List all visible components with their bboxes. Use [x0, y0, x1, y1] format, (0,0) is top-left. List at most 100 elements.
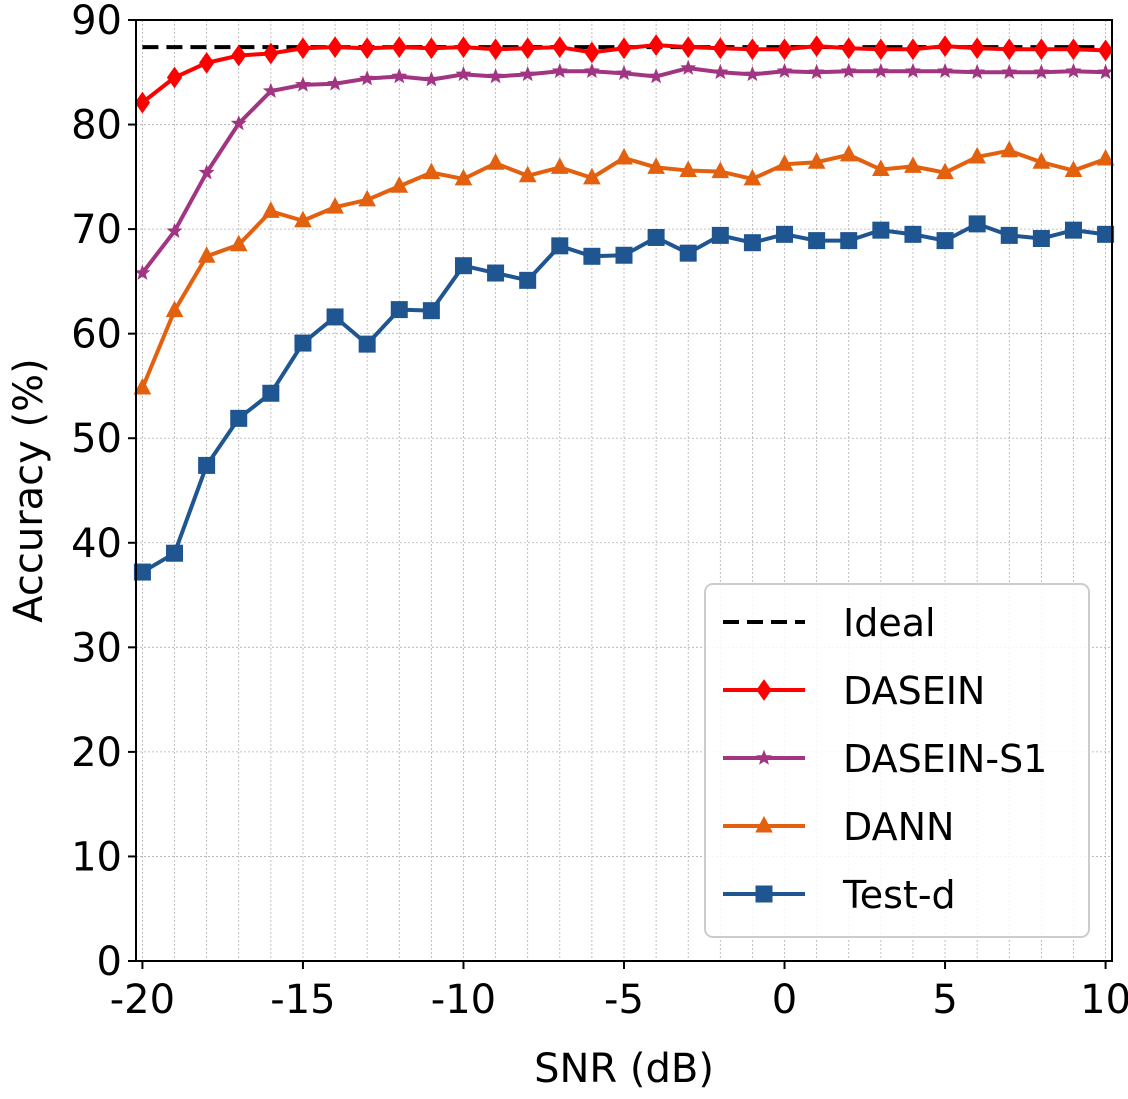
data-point-dasein-s1 [487, 68, 504, 84]
data-point-dann [743, 168, 762, 186]
y-tick-label: 60 [71, 312, 122, 358]
data-point-dasein [616, 37, 632, 60]
data-point-test-d [615, 246, 633, 264]
data-point-test-d [840, 232, 858, 250]
x-axis-title: SNR (dB) [534, 1046, 714, 1092]
data-point-dasein [1097, 39, 1114, 62]
data-point-dann [775, 154, 794, 171]
data-point-test-d [872, 221, 890, 239]
legend-marker-dasein-s1 [756, 749, 772, 765]
data-point-dasein-s1 [840, 62, 857, 79]
data-point-dasein-s1 [969, 63, 986, 80]
data-point-dasein [520, 37, 536, 60]
y-tick-label: 70 [71, 207, 122, 253]
data-point-dasein-s1 [872, 62, 889, 79]
data-point-dasein [359, 37, 375, 60]
data-point-test-d [519, 271, 537, 289]
legend-marker-dann [755, 815, 773, 833]
data-point-dasein-s1 [359, 70, 376, 86]
data-point-dann [936, 162, 954, 180]
data-point-dasein-s1 [680, 59, 697, 75]
data-point-dasein-s1 [423, 71, 440, 87]
legend-label-dasein-s1: DASEIN-S1 [843, 737, 1047, 781]
data-point-dasein [744, 38, 761, 61]
data-point-test-d [454, 257, 472, 275]
data-point-dann [358, 189, 376, 207]
data-point-dasein-s1 [937, 62, 954, 79]
data-point-dann [390, 176, 409, 193]
data-point-dasein-s1 [294, 76, 311, 92]
data-point-test-d [647, 228, 665, 246]
data-point-dasein-s1 [1097, 63, 1114, 80]
data-point-test-d [487, 264, 505, 282]
series-line-dasein-s1 [140, 66, 1106, 275]
legend-label-test-d: Test-d [842, 873, 956, 917]
legend-marker-dasein [756, 679, 772, 701]
data-point-test-d [711, 226, 729, 244]
data-point-test-d [776, 225, 794, 243]
x-tick-label: -5 [604, 977, 644, 1023]
data-point-dasein [680, 36, 696, 59]
data-point-dasein [552, 36, 568, 59]
data-point-dasein [648, 34, 664, 56]
data-point-test-d [1000, 226, 1018, 244]
data-point-test-d [743, 234, 761, 252]
data-point-dasein [295, 37, 311, 60]
data-point-dasein-s1 [1065, 62, 1082, 79]
data-point-dasein-s1 [455, 65, 472, 82]
y-tick-label: 20 [71, 730, 122, 776]
y-tick-label: 40 [71, 521, 122, 567]
data-point-test-d [808, 232, 826, 250]
x-tick-label: 10 [1080, 977, 1128, 1023]
y-tick-label: 90 [71, 0, 122, 44]
series-dann [133, 140, 1115, 395]
data-point-test-d [422, 302, 440, 320]
data-point-test-d [936, 232, 954, 250]
data-point-dasein [969, 37, 985, 60]
series-lines [133, 34, 1115, 581]
y-tick-label: 30 [71, 625, 122, 671]
data-point-test-d [390, 301, 408, 319]
data-point-test-d [358, 335, 376, 353]
data-point-dann [550, 157, 569, 174]
data-point-test-d [230, 409, 248, 427]
data-point-dann [807, 152, 826, 169]
data-point-dann [647, 157, 665, 174]
data-point-test-d [133, 563, 151, 581]
data-point-dasein [712, 37, 728, 60]
data-point-dasein-s1 [198, 164, 215, 180]
data-point-dann [454, 168, 473, 186]
data-point-dasein-s1 [904, 62, 921, 79]
data-point-test-d [551, 237, 569, 255]
data-point-test-d [583, 247, 601, 265]
axis-ticks: 0 10 20 30 40 50 60 70 80 90 -20 -15 -10 -5 0 5 10 [71, 0, 1128, 1023]
data-point-dann [904, 156, 922, 173]
data-point-test-d [262, 384, 280, 402]
data-point-test-d [1064, 221, 1082, 239]
data-point-dasein-s1 [519, 65, 536, 82]
data-point-dasein [487, 38, 504, 61]
data-point-dann [165, 300, 184, 318]
data-point-dann [1000, 140, 1019, 158]
data-point-dasein-s1 [776, 62, 793, 79]
data-point-dann [422, 162, 441, 180]
data-point-dann [262, 201, 280, 218]
data-point-dasein [423, 37, 439, 60]
data-point-dasein-s1 [134, 264, 151, 280]
data-point-dasein-s1 [712, 63, 729, 80]
data-point-test-d [1032, 230, 1050, 248]
data-point-dasein [199, 51, 215, 74]
data-point-dasein [263, 42, 279, 65]
data-point-dann [1032, 152, 1051, 169]
data-point-test-d [1097, 225, 1115, 243]
data-point-dasein [391, 36, 407, 59]
data-point-dasein [841, 37, 857, 60]
legend-label-dasein: DASEIN [843, 669, 985, 713]
data-point-dasein-s1 [262, 82, 279, 98]
data-point-dann [518, 165, 537, 183]
data-point-test-d [198, 456, 216, 474]
data-point-dasein-s1 [166, 222, 183, 238]
data-point-test-d [904, 225, 922, 243]
